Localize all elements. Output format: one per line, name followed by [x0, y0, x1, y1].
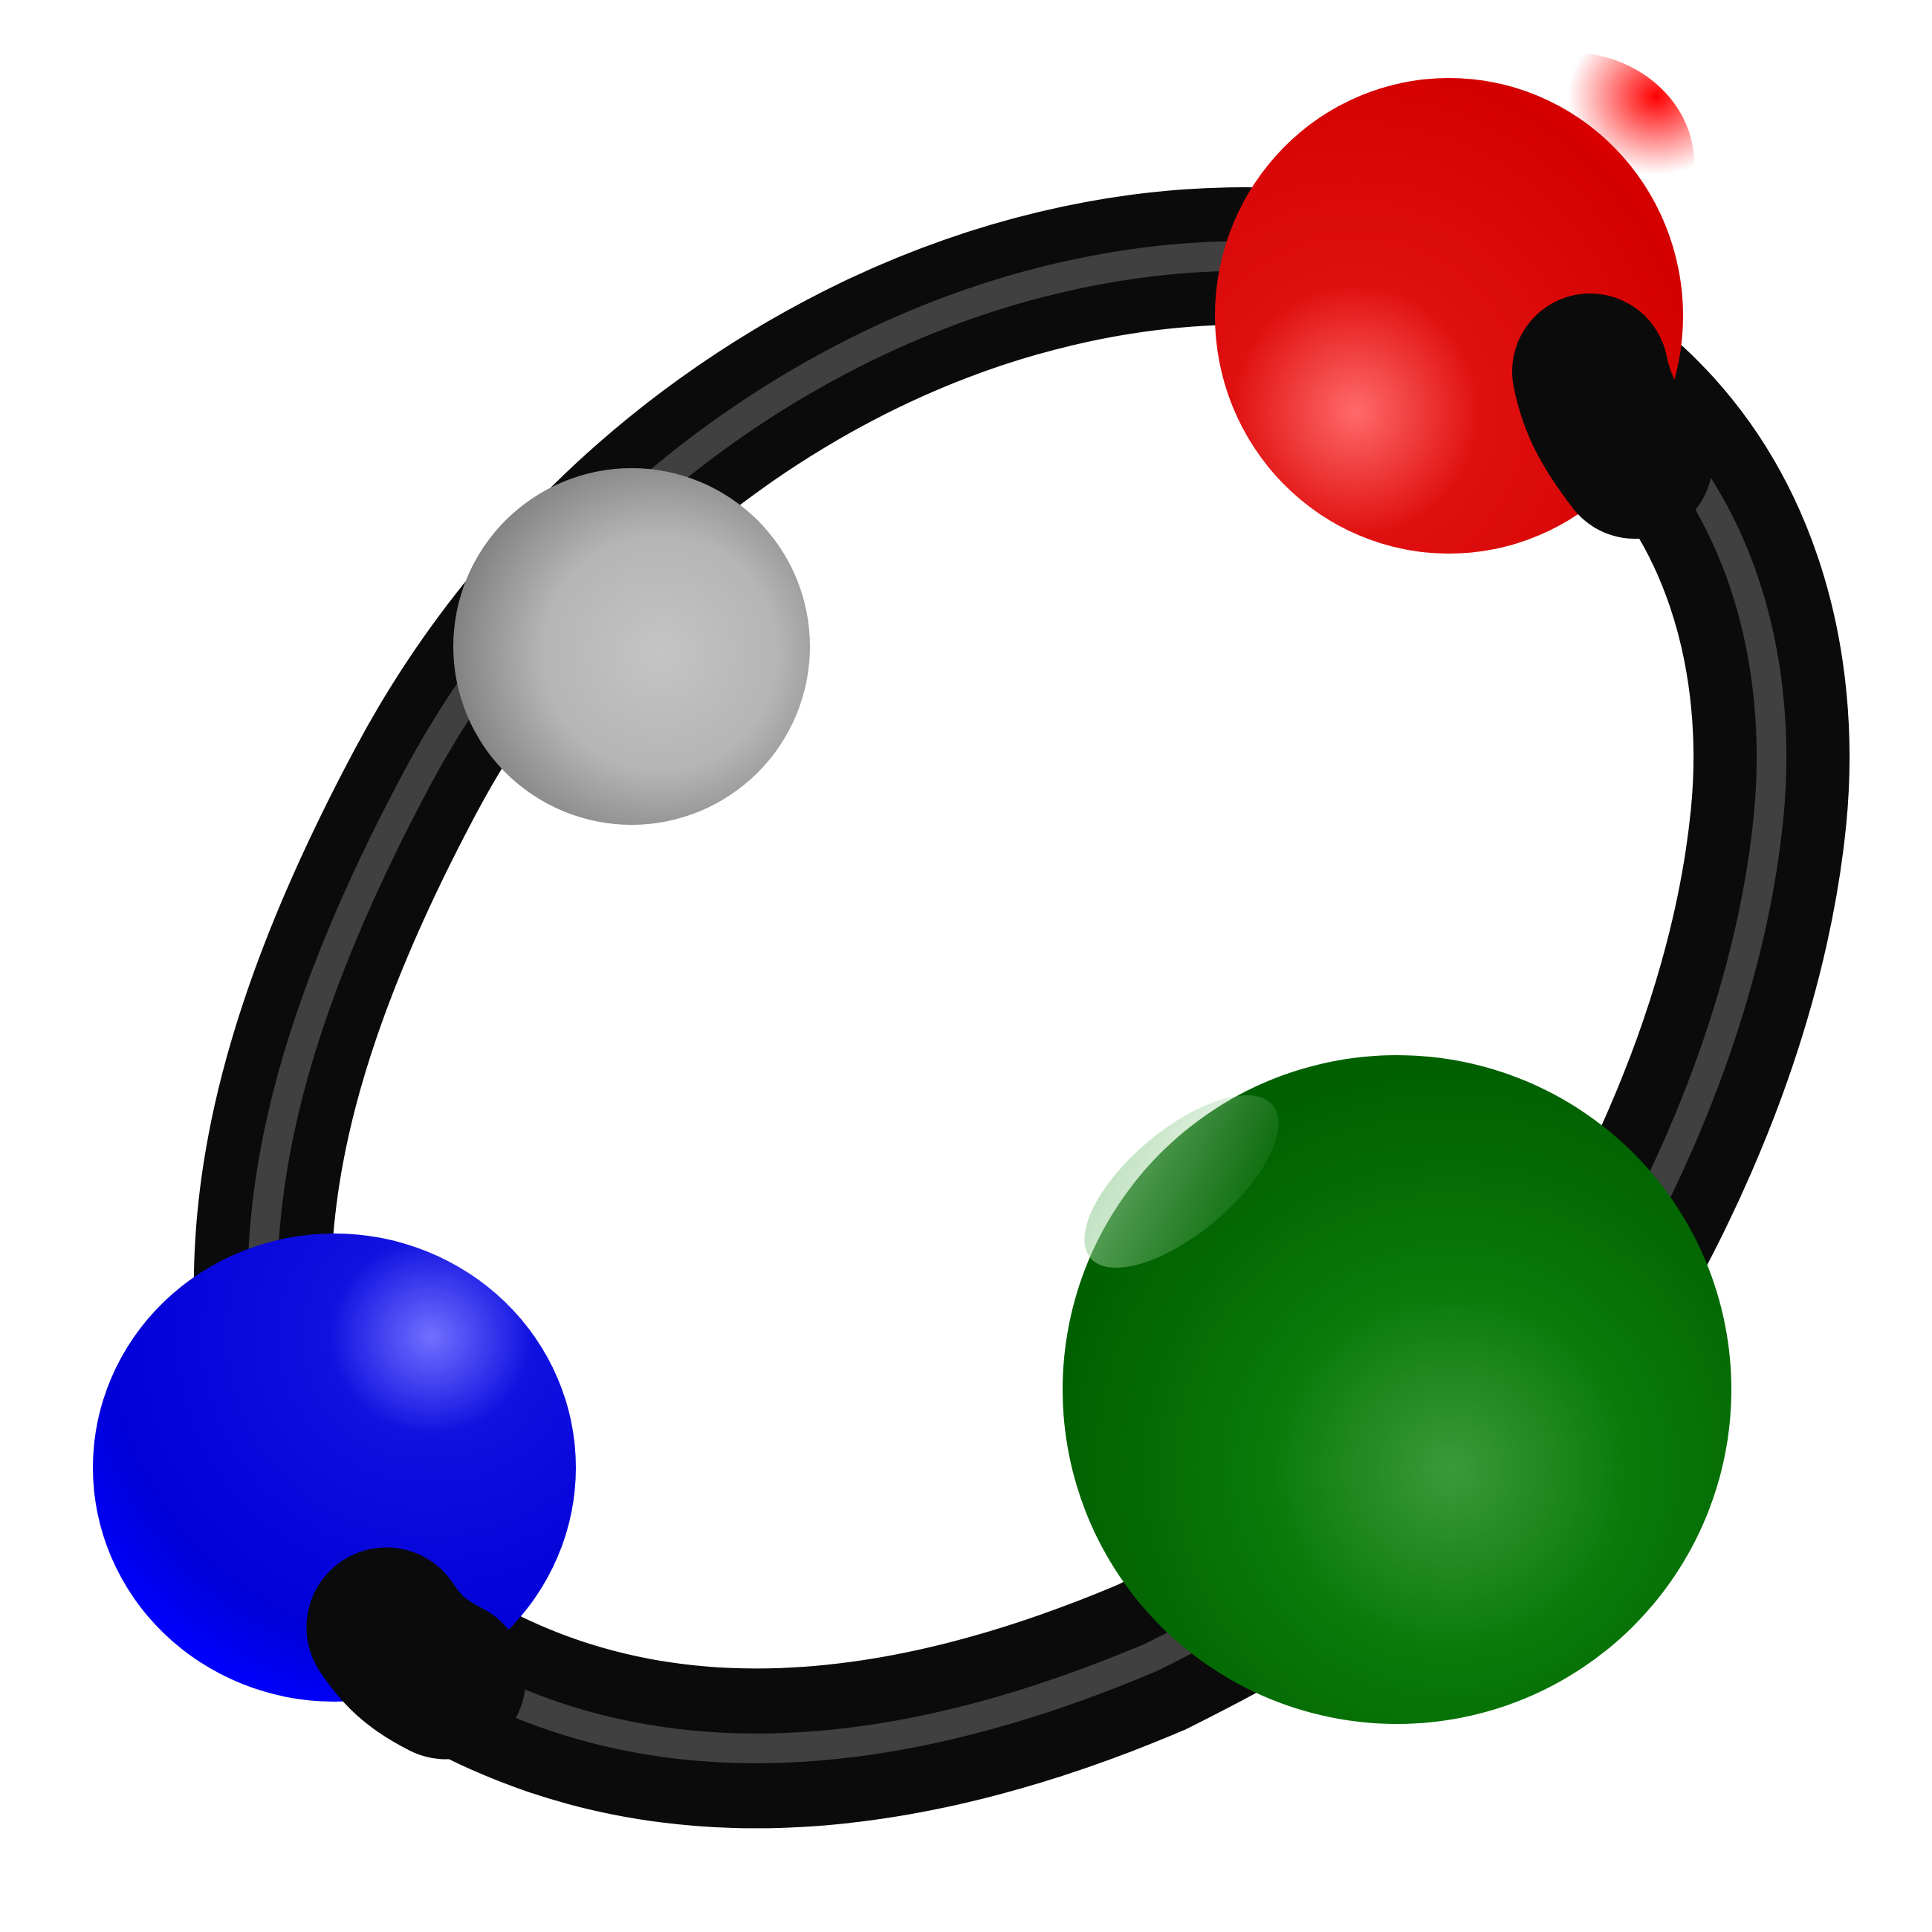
red-sphere-highlight	[1442, 52, 1694, 275]
green-sphere-highlight	[1084, 1095, 1279, 1268]
green-sphere	[1063, 1055, 1731, 1724]
gray-sphere	[453, 468, 810, 825]
ring-segment	[1512, 294, 1713, 539]
ring-segment	[306, 1547, 526, 1760]
blue-sphere	[93, 1234, 576, 1702]
